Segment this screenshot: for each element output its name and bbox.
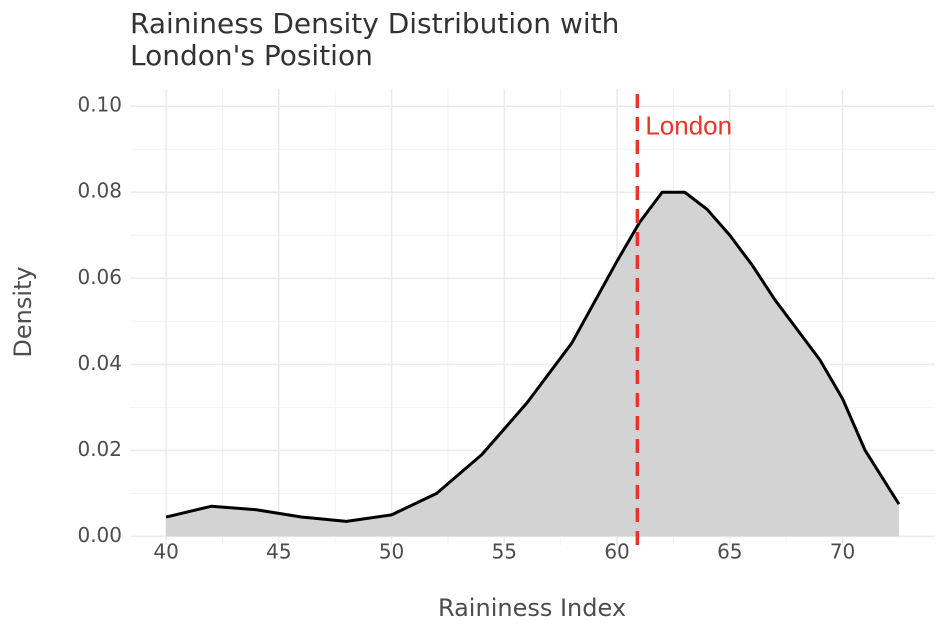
chart-title: Raininess Density Distribution with xyxy=(130,7,619,40)
x-tick-label: 55 xyxy=(492,540,517,564)
y-tick-label: 0.00 xyxy=(77,523,122,547)
reference-label: London xyxy=(645,111,732,141)
x-tick-label: 65 xyxy=(717,540,742,564)
y-tick-label: 0.04 xyxy=(77,351,122,375)
x-axis-title: Raininess Index xyxy=(438,594,626,622)
y-tick-label: 0.02 xyxy=(77,437,122,461)
x-tick-label: 45 xyxy=(266,540,291,564)
chart-title: London's Position xyxy=(130,39,373,72)
x-tick-label: 40 xyxy=(153,540,178,564)
x-tick-label: 50 xyxy=(379,540,404,564)
density-line xyxy=(165,190,901,523)
y-axis-title: Density xyxy=(9,266,37,357)
x-tick-label: 70 xyxy=(830,540,855,564)
y-tick-label: 0.06 xyxy=(77,265,122,289)
x-tick-label: 60 xyxy=(604,540,629,564)
y-tick-label: 0.10 xyxy=(77,93,122,117)
y-tick-label: 0.08 xyxy=(77,179,122,203)
density-area xyxy=(166,192,899,537)
